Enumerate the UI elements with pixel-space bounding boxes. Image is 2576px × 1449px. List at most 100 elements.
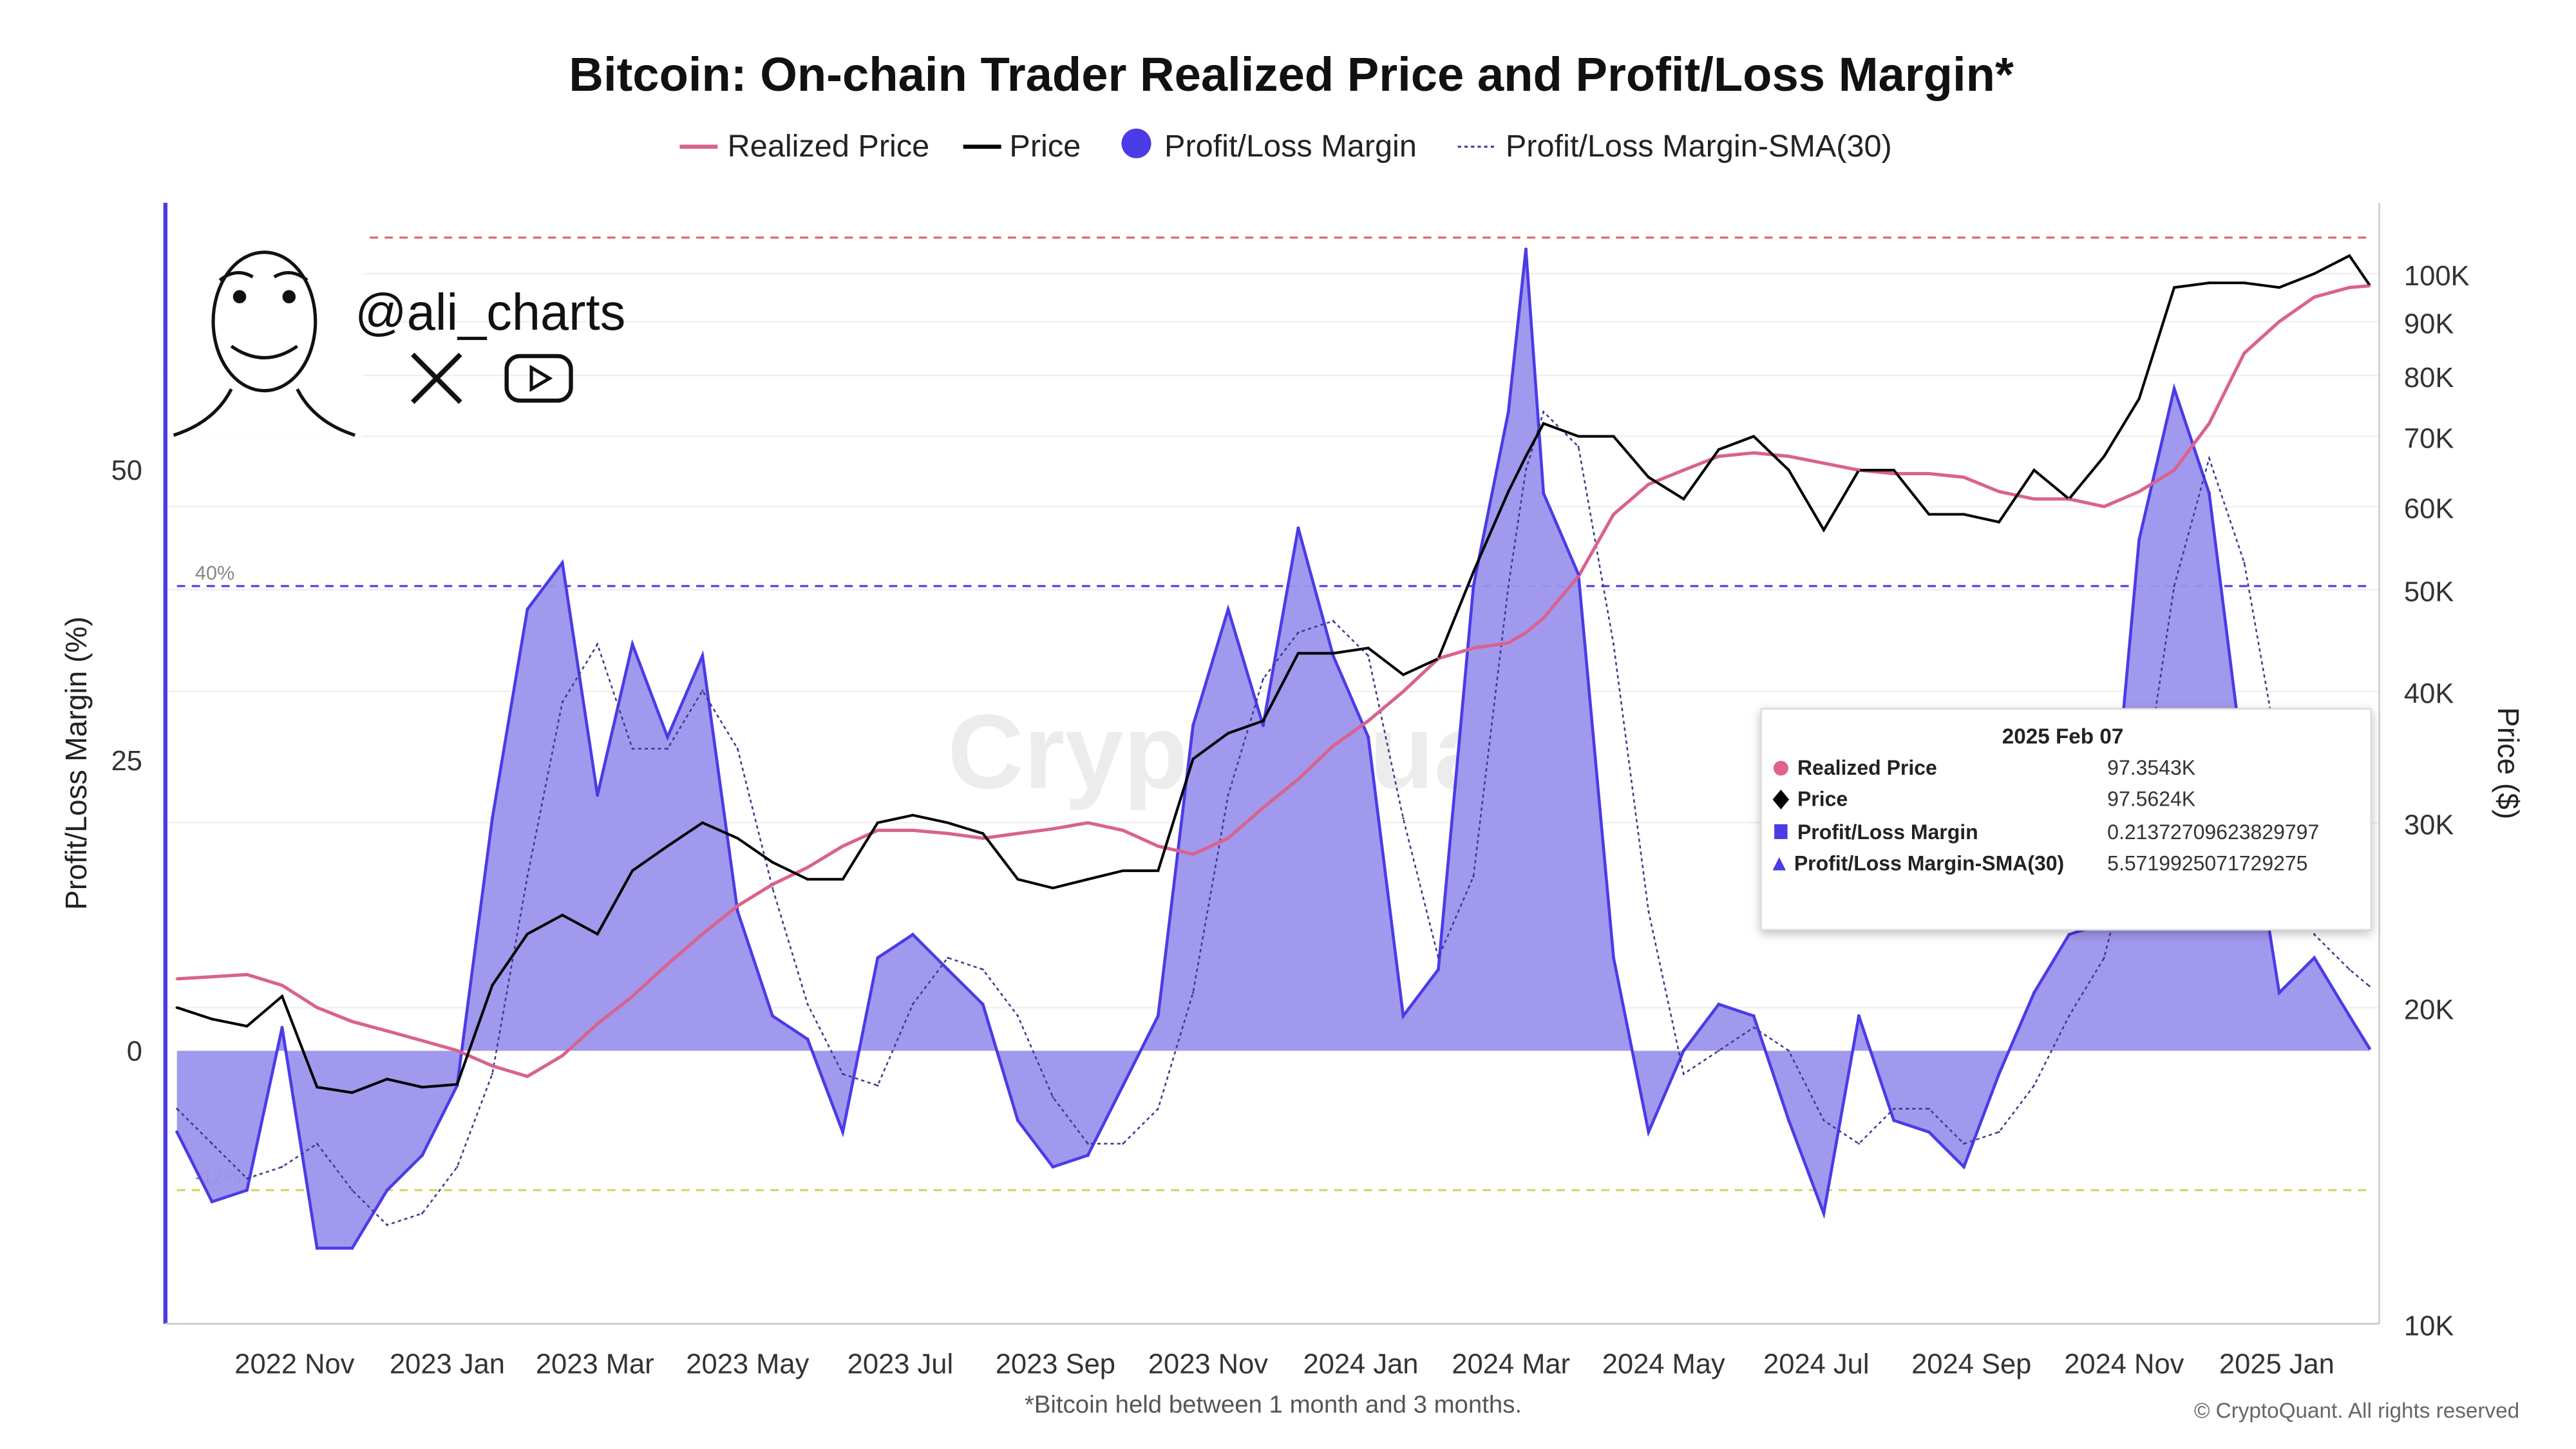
sma-point <box>2368 985 2371 987</box>
margin-point <box>1892 1119 1896 1122</box>
sma-point <box>596 643 599 645</box>
margin-point <box>1401 1014 1405 1018</box>
realized-price-point <box>455 1049 459 1052</box>
legend-label: Price <box>1009 129 1081 164</box>
realized-price-point <box>280 984 284 987</box>
price-point <box>2278 286 2281 289</box>
sma-point <box>491 1073 493 1075</box>
sma-point <box>1612 643 1615 645</box>
legend-label: Realized Price <box>728 129 930 164</box>
margin-point <box>2032 990 2036 994</box>
realized-price-point <box>1121 829 1124 832</box>
price-point <box>2032 468 2036 472</box>
realized-price-point <box>2278 320 2281 323</box>
x-tick-label: 2023 May <box>686 1349 809 1379</box>
price-point <box>1524 455 1528 458</box>
face-sketch-icon <box>173 251 355 437</box>
margin-point <box>1436 967 1441 971</box>
margin-point <box>1927 1130 1931 1134</box>
left-tick-label: 0 <box>127 1036 142 1067</box>
margin-point <box>806 1037 810 1041</box>
sma-point <box>1524 469 1528 471</box>
legend: Realized Price Price Profit/Loss Margin … <box>679 128 1892 164</box>
x-tick-label: 2022 Nov <box>234 1349 354 1379</box>
realized-price-point <box>2137 490 2141 493</box>
margin-point <box>1472 584 1475 588</box>
realized-price-point <box>1682 468 1685 472</box>
price-point <box>596 933 599 936</box>
margin-point <box>1786 1119 1791 1122</box>
price-point <box>2137 397 2141 401</box>
copyright: © CryptoQuant. All rights reserved <box>2194 1399 2519 1423</box>
realized-price-point <box>350 1020 354 1023</box>
margin-point <box>911 933 914 936</box>
sma-point <box>526 875 529 878</box>
sma-point <box>2068 1014 2070 1018</box>
realized-price-point <box>2242 352 2246 355</box>
realized-price-point <box>1524 631 1528 634</box>
margin-point <box>2277 990 2281 994</box>
realized-price-point <box>561 1054 564 1057</box>
price-point <box>1892 468 1895 472</box>
margin-point <box>630 642 634 646</box>
left-axis-title: Profit/Loss Margin (%) <box>59 616 93 910</box>
sma-point <box>1998 1131 2000 1133</box>
margin-point <box>2207 491 2211 495</box>
margin-point <box>2137 538 2141 542</box>
sma-point <box>806 1003 809 1005</box>
realized-price-point <box>1717 455 1720 458</box>
price-point <box>1507 490 1510 493</box>
margin-point <box>2347 1014 2351 1018</box>
realized-price-point <box>1226 837 1230 840</box>
left-tick-label: 50 <box>111 455 142 486</box>
realized-price-point <box>1367 719 1370 723</box>
realized-price-point <box>981 837 985 840</box>
tooltip-value: 97.5624K <box>2107 788 2195 811</box>
margin-point <box>280 1025 284 1030</box>
diamond-marker-icon <box>1772 790 1790 810</box>
sma-point <box>1367 654 1370 657</box>
sma-point <box>1927 1108 1930 1110</box>
sma-point <box>2348 968 2351 971</box>
realized-price-point <box>1262 806 1265 810</box>
price-point <box>386 1077 389 1081</box>
margin-point <box>1121 1084 1125 1088</box>
plot-area[interactable] <box>175 247 2371 1250</box>
margin-point <box>1331 654 1335 658</box>
price-point <box>2208 281 2211 285</box>
sma-point <box>2313 933 2316 936</box>
tooltip-value: 0.21372709623829797 <box>2107 820 2319 844</box>
realized-price-point <box>386 1029 389 1032</box>
x-tick-label: 2023 Sep <box>996 1349 1115 1379</box>
sma-point <box>456 1166 459 1168</box>
tooltip-label: Price <box>1797 788 1848 811</box>
sma-point <box>2208 457 2210 460</box>
margin-point <box>1752 1014 1756 1018</box>
price-point <box>1752 435 1756 438</box>
sma-point <box>1437 956 1439 959</box>
price-point <box>701 821 704 824</box>
sma-point <box>2032 1084 2035 1087</box>
sma-point <box>1086 1142 1089 1145</box>
price-point <box>806 878 810 881</box>
margin-point <box>876 956 880 960</box>
legend-item-price[interactable]: Price <box>963 129 1081 164</box>
realized-price-point <box>1962 475 1965 478</box>
realized-price-point <box>2172 468 2176 472</box>
margin-point <box>245 1188 249 1192</box>
realized-price-point <box>1787 455 1790 458</box>
price-point <box>1997 520 2001 524</box>
margin-point <box>1857 1014 1861 1018</box>
sma-point <box>1788 1050 1790 1052</box>
margin-point <box>210 1200 214 1204</box>
realized-price-point <box>245 973 249 976</box>
price-point <box>211 1018 214 1021</box>
sma-point <box>1122 1142 1124 1145</box>
price-point <box>631 869 634 873</box>
legend-item-profit-loss-margin[interactable]: Profit/Loss Margin <box>1121 128 1417 164</box>
legend-item-realized-price[interactable]: Realized Price <box>679 129 929 164</box>
realized-price-point <box>421 1039 424 1043</box>
legend-item-sma[interactable]: Profit/Loss Margin-SMA(30) <box>1457 129 1892 164</box>
realized-price-point <box>1296 777 1300 781</box>
